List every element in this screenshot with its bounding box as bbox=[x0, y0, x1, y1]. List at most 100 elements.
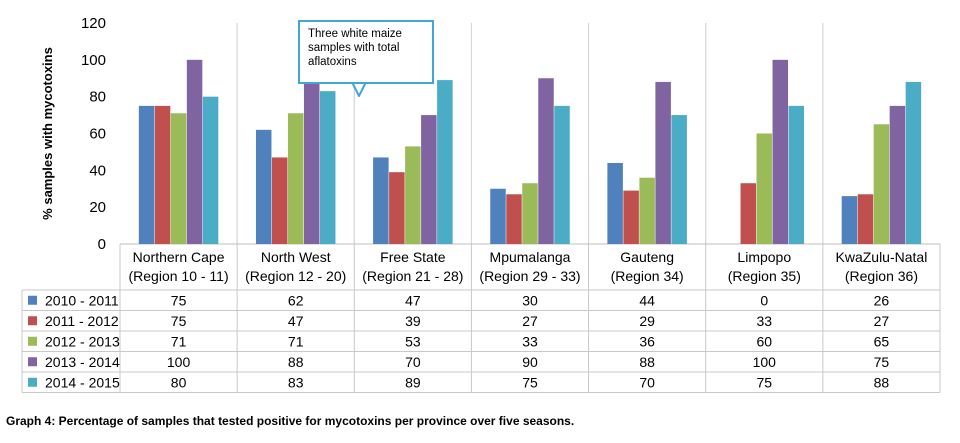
bar bbox=[639, 177, 655, 244]
data-label: 80 bbox=[171, 374, 187, 390]
x-tick-label: Gauteng bbox=[620, 249, 674, 265]
data-label: 88 bbox=[874, 374, 890, 390]
x-tick-label: Free State bbox=[380, 249, 446, 265]
bar bbox=[740, 183, 757, 244]
x-tick-label: (Region 35) bbox=[728, 268, 801, 284]
bar bbox=[373, 157, 389, 244]
data-label: 88 bbox=[639, 354, 655, 370]
bar bbox=[186, 59, 203, 245]
annotation-callout: Three white maize samples with total afl… bbox=[298, 20, 434, 84]
data-label: 53 bbox=[405, 333, 421, 349]
y-tick-label: 40 bbox=[89, 162, 106, 179]
bar bbox=[490, 188, 506, 244]
legend-label: 2011 - 2012 bbox=[45, 313, 119, 329]
legend-key bbox=[28, 336, 37, 346]
figure-caption: Graph 4: Percentage of samples that test… bbox=[6, 414, 575, 428]
x-tick-label: North West bbox=[261, 249, 331, 265]
bar bbox=[623, 190, 639, 244]
data-label: 75 bbox=[756, 374, 772, 390]
x-tick-label: Mpumalanga bbox=[490, 249, 571, 265]
data-label: 90 bbox=[522, 354, 538, 370]
x-tick-label: KwaZulu-Natal bbox=[836, 249, 928, 265]
bar bbox=[421, 115, 437, 244]
bar bbox=[772, 59, 789, 245]
bar bbox=[607, 162, 623, 244]
bar bbox=[671, 115, 687, 244]
y-tick-label: 60 bbox=[89, 126, 106, 143]
legend-label: 2010 - 2011 bbox=[45, 292, 119, 308]
bar bbox=[873, 124, 890, 244]
data-label: 71 bbox=[171, 333, 187, 349]
bar bbox=[319, 91, 336, 245]
data-label: 88 bbox=[288, 354, 304, 370]
bar bbox=[271, 157, 288, 244]
bar bbox=[841, 196, 858, 244]
data-label: 75 bbox=[171, 313, 187, 329]
data-label: 26 bbox=[874, 292, 890, 308]
data-label: 47 bbox=[288, 313, 304, 329]
x-tick-label: Limpopo bbox=[737, 249, 791, 265]
bar bbox=[889, 105, 906, 244]
x-tick-label: Northern Cape bbox=[133, 249, 225, 265]
data-label: 27 bbox=[522, 313, 538, 329]
legend-label: 2014 - 2015 bbox=[45, 374, 120, 390]
data-label: 65 bbox=[874, 333, 890, 349]
data-label: 70 bbox=[405, 354, 421, 370]
legend-key bbox=[28, 377, 37, 387]
y-tick-label: 20 bbox=[89, 199, 106, 216]
data-label: 75 bbox=[874, 354, 890, 370]
data-label: 70 bbox=[639, 374, 655, 390]
x-tick-label: (Region 29 - 33) bbox=[479, 268, 580, 284]
bar bbox=[506, 194, 522, 244]
data-label: 62 bbox=[288, 292, 304, 308]
data-label: 30 bbox=[522, 292, 538, 308]
y-tick-label: 80 bbox=[89, 89, 106, 106]
y-axis-title: % samples with mycotoxins bbox=[40, 47, 55, 220]
legend-key bbox=[28, 357, 37, 367]
data-label: 47 bbox=[405, 292, 421, 308]
data-label: 75 bbox=[171, 292, 187, 308]
data-label: 75 bbox=[522, 374, 538, 390]
bar bbox=[538, 78, 554, 244]
y-tick-label: 120 bbox=[81, 15, 106, 32]
x-tick-label: (Region 10 - 11) bbox=[129, 268, 229, 284]
bar bbox=[170, 113, 187, 244]
bar bbox=[756, 133, 773, 244]
bar bbox=[522, 183, 538, 244]
data-label: 83 bbox=[288, 374, 304, 390]
bar bbox=[287, 113, 304, 244]
bar bbox=[437, 80, 453, 244]
x-tick-label: (Region 12 - 20) bbox=[245, 268, 346, 284]
x-tick-label: (Region 36) bbox=[845, 268, 918, 284]
y-tick-label: 0 bbox=[98, 236, 106, 253]
x-tick-label: (Region 34) bbox=[611, 268, 684, 284]
legend-key bbox=[28, 295, 37, 305]
bar bbox=[389, 172, 405, 244]
legend-label: 2012 - 2013 bbox=[45, 333, 120, 349]
data-label: 89 bbox=[405, 374, 421, 390]
data-label: 71 bbox=[288, 333, 304, 349]
data-label: 100 bbox=[753, 354, 777, 370]
bar bbox=[303, 81, 320, 244]
y-tick-label: 100 bbox=[81, 52, 106, 69]
bar bbox=[202, 96, 219, 245]
data-label: 27 bbox=[874, 313, 890, 329]
bar bbox=[905, 81, 922, 244]
chart: 0 20 40 60 80 100 120 % samples with mycotoxins… bbox=[21, 15, 941, 393]
bar bbox=[138, 105, 155, 244]
data-label: 36 bbox=[639, 333, 655, 349]
legend-key bbox=[28, 316, 37, 326]
x-tick-label: (Region 21 - 28) bbox=[362, 268, 463, 284]
bar bbox=[154, 105, 171, 244]
data-label: 60 bbox=[756, 333, 772, 349]
data-label: 39 bbox=[405, 313, 421, 329]
bar bbox=[255, 129, 272, 244]
data-label: 33 bbox=[522, 333, 538, 349]
data-label: 100 bbox=[167, 354, 191, 370]
bar bbox=[554, 105, 570, 244]
bar bbox=[405, 146, 421, 244]
data-label: 44 bbox=[639, 292, 655, 308]
data-label: 0 bbox=[760, 292, 768, 308]
annotation-text: Three white maize samples with total afl… bbox=[308, 28, 402, 68]
bar bbox=[857, 194, 874, 244]
